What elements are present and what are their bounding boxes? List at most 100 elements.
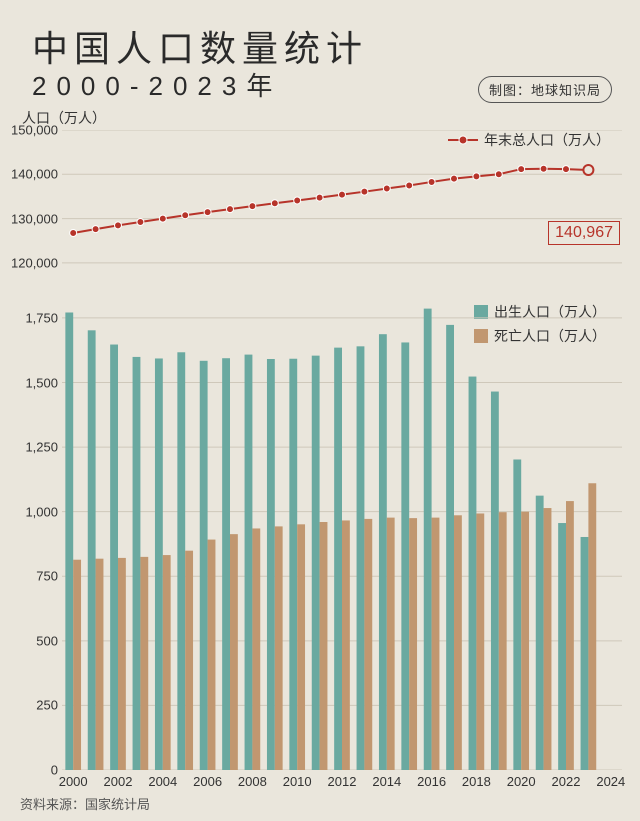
population-marker	[204, 209, 211, 216]
population-marker	[406, 182, 413, 189]
xtick: 2010	[283, 774, 312, 789]
population-marker	[70, 229, 77, 236]
bar-birth	[155, 358, 163, 770]
bar-birth	[177, 352, 185, 770]
bar-death	[275, 526, 283, 770]
population-marker	[583, 165, 593, 175]
bar-birth	[245, 355, 253, 770]
bar-birth	[424, 309, 432, 770]
bar-death	[566, 501, 574, 770]
bar-death	[387, 518, 395, 770]
ytick-bottom: 500	[4, 633, 58, 648]
population-marker	[339, 191, 346, 198]
bar-birth	[267, 359, 275, 770]
bar-birth	[536, 496, 544, 770]
bar-death	[140, 557, 148, 770]
population-marker	[294, 197, 301, 204]
bar-death	[454, 515, 462, 770]
xtick: 2022	[552, 774, 581, 789]
bar-birth	[334, 348, 342, 770]
population-marker	[159, 215, 166, 222]
population-marker	[540, 165, 547, 172]
bar-birth	[65, 312, 73, 770]
bar-death	[320, 522, 328, 770]
xtick: 2008	[238, 774, 267, 789]
bar-birth	[379, 334, 387, 770]
bar-death	[499, 512, 507, 770]
bar-birth	[110, 345, 118, 770]
bar-death	[521, 512, 529, 770]
bar-death	[96, 559, 104, 770]
bar-death	[432, 518, 440, 770]
bar-death	[230, 534, 238, 770]
bar-birth	[133, 357, 141, 770]
bar-death	[476, 513, 484, 770]
data-source: 资料来源：国家统计局	[20, 794, 150, 813]
ytick-top: 130,000	[4, 211, 58, 226]
ytick-top: 140,000	[4, 167, 58, 182]
bar-death	[588, 483, 596, 770]
population-marker	[383, 185, 390, 192]
population-marker	[473, 173, 480, 180]
bar-birth	[558, 523, 566, 770]
bar-birth	[581, 537, 589, 770]
bar-death	[118, 558, 126, 770]
bar-birth	[401, 342, 409, 770]
bar-birth	[446, 325, 454, 770]
bar-birth	[312, 356, 320, 770]
population-marker	[451, 175, 458, 182]
population-marker	[115, 222, 122, 229]
ytick-bottom: 1,750	[4, 310, 58, 325]
population-marker	[249, 203, 256, 210]
bar-death	[342, 520, 350, 770]
bar-birth	[513, 459, 521, 770]
population-marker	[271, 200, 278, 207]
bar-death	[163, 555, 171, 770]
xtick: 2016	[417, 774, 446, 789]
population-line	[73, 169, 588, 233]
bar-birth	[88, 330, 96, 770]
population-marker	[182, 212, 189, 219]
bar-birth	[222, 358, 230, 770]
ytick-bottom: 0	[4, 763, 58, 778]
population-marker	[92, 226, 99, 233]
xtick: 2012	[328, 774, 357, 789]
population-marker	[518, 166, 525, 173]
xtick: 2014	[372, 774, 401, 789]
population-marker	[227, 206, 234, 213]
xtick: 2020	[507, 774, 536, 789]
bar-birth	[357, 346, 365, 770]
bar-death	[208, 540, 216, 770]
ytick-bottom: 250	[4, 698, 58, 713]
ytick-bottom: 750	[4, 569, 58, 584]
bar-death	[252, 528, 260, 770]
ytick-bottom: 1,250	[4, 440, 58, 455]
bar-birth	[200, 361, 208, 770]
chart-title: 中国人口数量统计	[32, 20, 368, 72]
bar-death	[73, 560, 81, 770]
population-marker	[316, 194, 323, 201]
bar-death	[364, 519, 372, 770]
ytick-top: 120,000	[4, 255, 58, 270]
bar-death	[409, 518, 417, 770]
bar-death	[185, 551, 193, 770]
population-marker	[428, 178, 435, 185]
xtick: 2004	[148, 774, 177, 789]
credit-badge: 制图：地球知识局	[478, 76, 612, 103]
ytick-bottom: 1,000	[4, 504, 58, 519]
chart-area	[62, 130, 622, 770]
population-marker	[137, 218, 144, 225]
population-marker	[495, 171, 502, 178]
bar-death	[544, 508, 552, 770]
xtick: 2002	[104, 774, 133, 789]
chart-subtitle: 2000-2023年	[32, 66, 282, 103]
bar-birth	[289, 359, 297, 770]
bar-birth	[491, 392, 499, 770]
ytick-top: 150,000	[4, 123, 58, 138]
bar-birth	[469, 377, 477, 770]
chart-svg	[62, 130, 622, 770]
xtick: 2024	[596, 774, 625, 789]
population-marker	[361, 188, 368, 195]
xtick: 2018	[462, 774, 491, 789]
xtick: 2006	[193, 774, 222, 789]
